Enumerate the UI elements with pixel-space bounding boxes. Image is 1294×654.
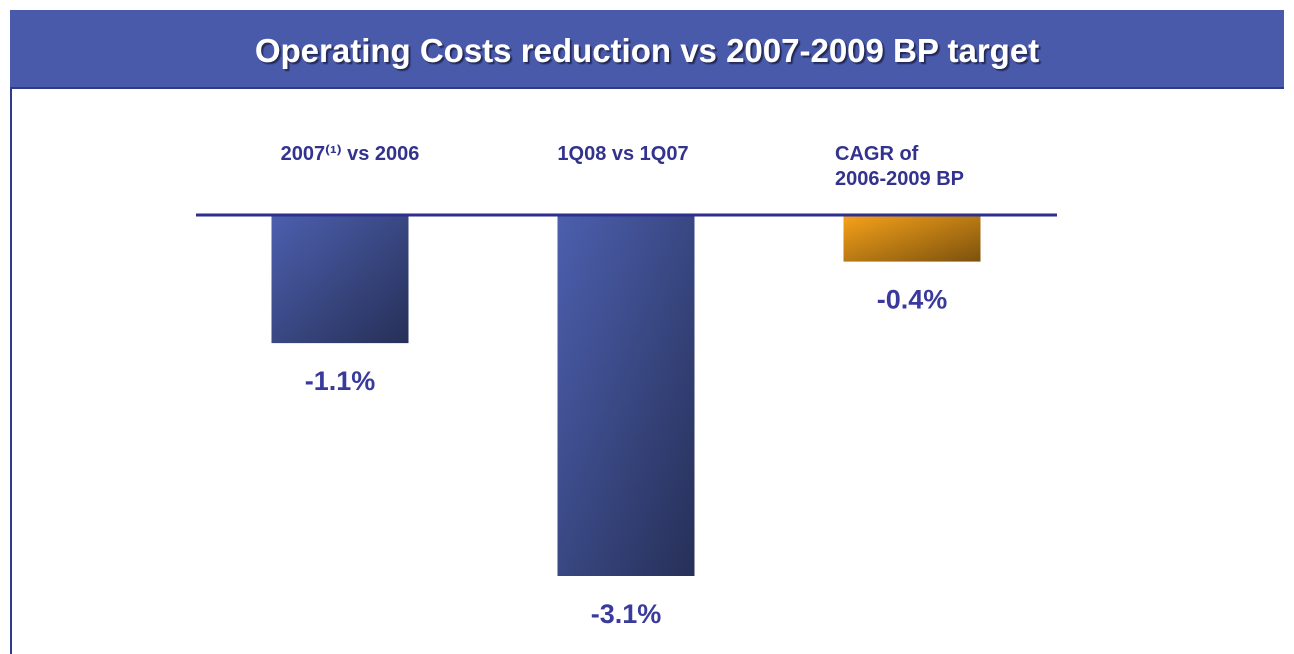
bar xyxy=(557,215,695,576)
bar xyxy=(271,215,409,344)
category-label: 2007⁽¹⁾ vs 2006 xyxy=(281,143,420,165)
bar xyxy=(843,215,981,262)
category-label: 1Q08 vs 1Q07 xyxy=(557,143,688,165)
header-band xyxy=(10,10,1284,88)
value-label: -0.4% xyxy=(877,285,948,315)
chart-title: Operating Costs reduction vs 2007-2009 B… xyxy=(255,32,1039,69)
category-label: CAGR of 2006-2009 BP xyxy=(835,143,964,190)
value-label: -3.1% xyxy=(591,599,662,629)
value-label: -1.1% xyxy=(305,366,376,396)
